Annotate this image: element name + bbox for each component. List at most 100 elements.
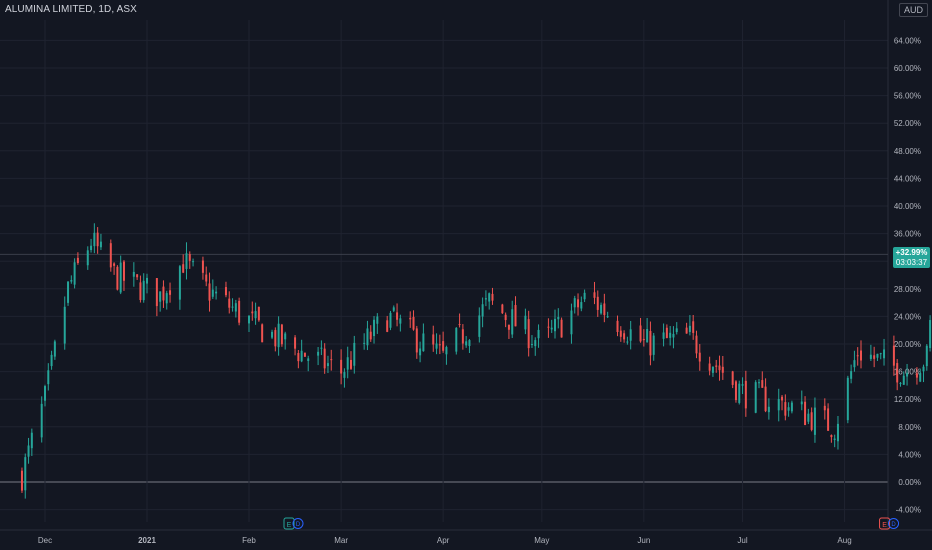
candle-body <box>869 354 872 359</box>
earnings-event-icon[interactable] <box>879 517 891 530</box>
candle-body <box>146 277 148 284</box>
candle-body <box>248 315 250 324</box>
earnings-event-icon[interactable] <box>283 517 295 530</box>
candle-body <box>626 341 629 343</box>
candle-body <box>109 243 112 268</box>
dividend-event-label: D <box>891 522 896 528</box>
candle-body <box>119 262 122 293</box>
y-tick-label: 4.00% <box>898 450 921 459</box>
candle-body <box>646 328 649 343</box>
candle-body <box>86 250 89 266</box>
candle-body <box>231 306 234 308</box>
candle-body <box>478 315 481 337</box>
y-tick-label: 40.00% <box>894 202 921 211</box>
candle-body <box>688 325 691 332</box>
candle-body <box>879 353 882 355</box>
candle-body <box>853 360 856 368</box>
candle-body <box>537 329 540 339</box>
candle-body <box>570 310 573 335</box>
dividend-event-icon[interactable] <box>292 518 304 529</box>
candle-body <box>711 366 714 373</box>
currency-selector[interactable]: AUD <box>898 3 928 17</box>
candle-body <box>573 298 576 308</box>
x-tick-label: Feb <box>242 536 256 545</box>
candle-body <box>188 254 191 261</box>
candle-body <box>741 384 744 386</box>
candle-body <box>484 298 487 300</box>
earnings-event-label: E <box>287 522 292 529</box>
candle-body <box>734 381 737 401</box>
candle-body <box>754 382 757 413</box>
candle-body <box>254 311 257 319</box>
candle-body <box>514 305 517 327</box>
candle-body <box>435 343 438 349</box>
candle-body <box>96 232 99 247</box>
candle-body <box>577 299 580 308</box>
candle-body <box>261 324 264 343</box>
candle-body <box>603 303 606 316</box>
candle-body <box>896 363 899 383</box>
candle-body <box>600 304 603 314</box>
candle-body <box>238 300 241 323</box>
candle-body <box>823 405 826 411</box>
candle-body <box>764 386 767 412</box>
x-tick-label: Aug <box>837 536 851 545</box>
candle-body <box>652 335 655 355</box>
candle-body <box>139 282 142 300</box>
x-tick-label: 2021 <box>138 536 156 545</box>
candle-body <box>330 359 333 361</box>
candle-body <box>846 377 849 421</box>
candle-body <box>50 354 53 367</box>
candle-body <box>718 365 721 371</box>
y-tick-label: -4.00% <box>896 506 921 515</box>
candle-body <box>596 296 599 310</box>
candle-body <box>162 286 165 301</box>
y-tick-label: 60.00% <box>894 64 921 73</box>
candle-body <box>813 407 816 435</box>
candle-body <box>277 323 280 348</box>
candle-body <box>208 283 211 301</box>
candle-body <box>24 457 27 491</box>
x-tick-label: May <box>534 536 549 545</box>
candle-body <box>297 353 300 362</box>
x-tick-label: Dec <box>38 536 52 545</box>
candle-body <box>672 333 675 338</box>
candle-body <box>649 330 652 356</box>
candle-body <box>919 373 922 382</box>
candle-body <box>511 309 514 335</box>
candle-body <box>524 315 527 330</box>
candle-body <box>925 345 928 367</box>
bar-countdown: 03:03:37 <box>895 258 928 267</box>
candle-body <box>215 291 218 294</box>
candle-body <box>593 292 596 298</box>
candle-body <box>899 382 902 384</box>
candle-body <box>830 435 833 438</box>
y-tick-label: 28.00% <box>894 285 921 294</box>
candle-body <box>554 318 556 332</box>
candle-body <box>468 340 471 347</box>
candle-body <box>399 318 402 324</box>
x-tick-label: Jun <box>637 536 650 545</box>
candle-body <box>415 328 418 353</box>
candle-body <box>550 327 553 330</box>
dividend-event-icon[interactable] <box>888 518 900 529</box>
candle-body <box>876 353 879 358</box>
candle-body <box>580 302 583 309</box>
candle-body <box>507 324 510 330</box>
candle-body <box>642 338 645 341</box>
candle-body <box>70 280 73 282</box>
candle-body <box>738 383 741 403</box>
candle-body <box>419 348 422 356</box>
earnings-event-label: E <box>882 522 887 529</box>
candle-body <box>455 327 458 352</box>
candle-body <box>317 351 320 356</box>
candle-body <box>432 334 435 345</box>
candle-body <box>639 325 642 342</box>
candle-body <box>386 320 389 332</box>
candle-body <box>922 366 925 372</box>
candle-body <box>67 281 70 303</box>
candle-body <box>192 261 195 263</box>
candle-body <box>412 316 415 330</box>
x-tick-label: Jul <box>737 536 747 545</box>
